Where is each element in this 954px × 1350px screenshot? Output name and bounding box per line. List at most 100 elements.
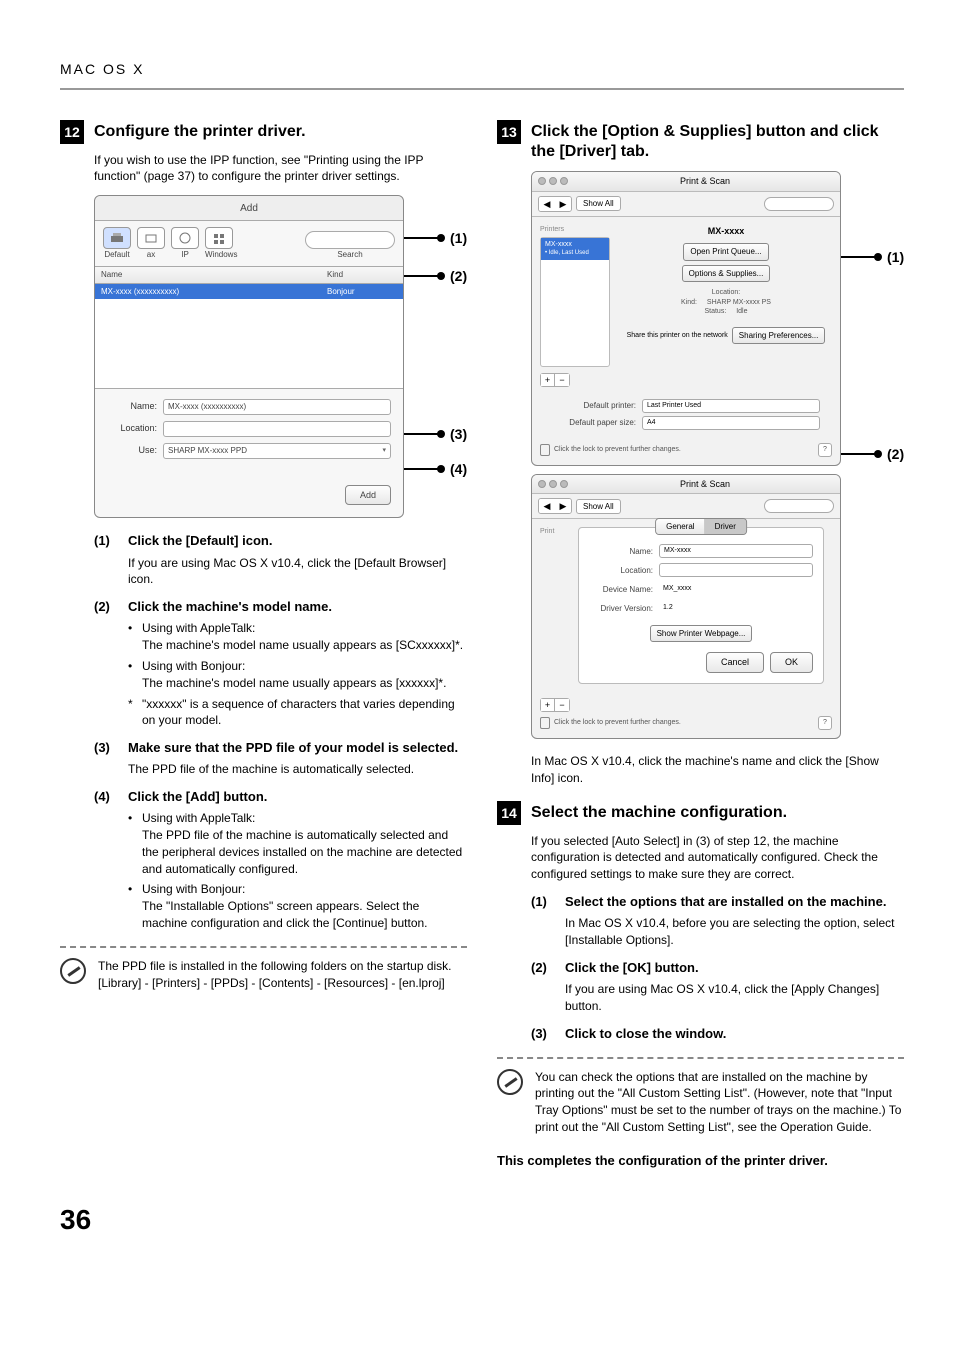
fig1-title: Add xyxy=(95,196,403,221)
sheet-val-driver: 1.2 xyxy=(659,601,813,615)
lbl-location: Location: xyxy=(107,422,163,435)
show-all-button-2[interactable]: Show All xyxy=(576,499,621,514)
printer-list-row[interactable]: MX-xxxx (xxxxxxxxxx) Bonjour xyxy=(95,284,403,299)
def-paper-select[interactable]: A4 xyxy=(642,416,820,430)
win-title-1: Print & Scan xyxy=(576,175,834,188)
sheet-val-location[interactable] xyxy=(659,563,813,577)
plus-minus-buttons-2[interactable]: +− xyxy=(540,698,570,712)
sub3-num: (3) xyxy=(94,739,120,757)
note-text-left: The PPD file is installed in the followi… xyxy=(98,958,452,992)
lbl-use: Use: xyxy=(107,444,163,457)
window-controls-icon xyxy=(538,177,568,185)
callout-1: (1) xyxy=(450,229,467,249)
val-name[interactable]: MX-xxxx (xxxxxxxxxx) xyxy=(163,399,391,415)
figure-add-printer: Add Default xyxy=(94,195,467,518)
sub3-title: Make sure that the PPD file of your mode… xyxy=(128,739,458,757)
sharing-prefs-button[interactable]: Sharing Preferences... xyxy=(732,327,826,344)
help-button[interactable]: ? xyxy=(818,443,832,457)
pencil-icon xyxy=(60,958,86,984)
sub2-b2-head: Using with Bonjour: xyxy=(142,659,245,673)
sub2-foot: "xxxxxx" is a sequence of characters tha… xyxy=(142,696,467,730)
figure-print-scan: Print & Scan ◀▶ Show All Printers xyxy=(531,171,904,739)
cancel-button[interactable]: Cancel xyxy=(706,652,764,673)
share-text: Share this printer on the network xyxy=(627,331,728,341)
pref-search-input-2[interactable] xyxy=(764,499,834,513)
callout-3: (3) xyxy=(450,425,467,445)
tab-general[interactable]: General xyxy=(656,519,704,534)
callout-r2: (2) xyxy=(887,445,904,465)
row-kind: Bonjour xyxy=(327,286,397,297)
callout-r1: (1) xyxy=(887,248,904,268)
open-queue-button[interactable]: Open Print Queue... xyxy=(683,243,768,260)
page-header: MAC OS X xyxy=(60,60,904,90)
sub1-title: Click the [Default] icon. xyxy=(128,532,272,550)
row-name: MX-xxxx (xxxxxxxxxx) xyxy=(101,286,327,297)
search-input[interactable] xyxy=(305,231,395,249)
sub1-num: (1) xyxy=(94,532,120,550)
nav-buttons-2[interactable]: ◀▶ xyxy=(538,498,572,514)
nav-buttons[interactable]: ◀▶ xyxy=(538,196,572,212)
def-printer-select[interactable]: Last Printer Used xyxy=(642,399,820,413)
s14-sub2-num: (2) xyxy=(531,959,557,977)
col-name: Name xyxy=(101,269,327,280)
ip-icon[interactable] xyxy=(171,227,199,249)
sheet-lbl-name: Name: xyxy=(589,546,659,557)
plus-minus-buttons[interactable]: +− xyxy=(540,373,570,387)
fax-icon[interactable] xyxy=(137,227,165,249)
printer-name-title: MX-xxxx xyxy=(620,225,832,238)
sub4-b1-body: The PPD file of the machine is automatic… xyxy=(142,828,462,876)
step-title-13: Click the [Option & Supplies] button and… xyxy=(531,120,904,164)
note-text-right: You can check the options that are insta… xyxy=(535,1069,904,1136)
lock-text-2: Click the lock to prevent further change… xyxy=(554,718,681,728)
tb-fax-label: ax xyxy=(137,249,165,260)
sheet-lbl-driver: Driver Version: xyxy=(589,603,659,614)
step-title-14: Select the machine configuration. xyxy=(531,801,787,824)
sub4-title: Click the [Add] button. xyxy=(128,788,267,806)
lock-icon[interactable] xyxy=(540,444,550,456)
tb-search-label: Search xyxy=(305,249,395,260)
pref-search-input[interactable] xyxy=(764,197,834,211)
completion-text: This completes the configuration of the … xyxy=(497,1152,904,1170)
show-webpage-button[interactable]: Show Printer Webpage... xyxy=(650,625,753,642)
sidebar-printer-name: MX-xxxx xyxy=(545,240,605,250)
s14-sub3-title: Click to close the window. xyxy=(565,1025,726,1043)
win-title-2: Print & Scan xyxy=(576,478,834,491)
sheet-lbl-device: Device Name: xyxy=(589,584,659,595)
sheet-lbl-location: Location: xyxy=(589,565,659,576)
windows-icon[interactable] xyxy=(205,227,233,249)
step-number-14: 14 xyxy=(497,801,521,825)
val-use[interactable]: SHARP MX-xxxx PPD▾ xyxy=(163,443,391,459)
s14-sub3-num: (3) xyxy=(531,1025,557,1043)
dashed-separator-right xyxy=(497,1057,904,1059)
step-title-12: Configure the printer driver. xyxy=(94,120,306,143)
dashed-separator xyxy=(60,946,467,948)
sheet-val-device: MX_xxxx xyxy=(659,582,813,596)
def-printer-lbl: Default printer: xyxy=(552,400,642,411)
show-all-button[interactable]: Show All xyxy=(576,196,621,211)
tb-windows-label: Windows xyxy=(205,249,237,260)
printer-sidebar[interactable]: MX-xxxx • Idle, Last Used xyxy=(540,237,610,367)
sidebar-head: Printers xyxy=(540,225,610,235)
step13-after: In Mac OS X v10.4, click the machine's n… xyxy=(531,753,904,787)
window-controls-icon xyxy=(538,480,568,488)
sheet-val-name[interactable]: MX-xxxx xyxy=(659,544,813,558)
sub1-body: If you are using Mac OS X v10.4, click t… xyxy=(94,555,467,589)
step12-intro: If you wish to use the IPP function, see… xyxy=(94,152,467,186)
info-location-lbl: Location: xyxy=(712,288,740,298)
tb-ip-label: IP xyxy=(171,249,199,260)
options-supplies-button[interactable]: Options & Supplies... xyxy=(682,265,771,282)
step-number-12: 12 xyxy=(60,120,84,144)
pencil-icon xyxy=(497,1069,523,1095)
info-status-val: Idle xyxy=(736,307,747,317)
ok-button[interactable]: OK xyxy=(770,652,813,673)
help-button-2[interactable]: ? xyxy=(818,716,832,730)
add-button[interactable]: Add xyxy=(345,485,391,506)
sub3-body: The PPD file of the machine is automatic… xyxy=(94,761,467,778)
info-kind-lbl: Kind: xyxy=(681,298,697,308)
lock-icon[interactable] xyxy=(540,717,550,729)
val-location[interactable] xyxy=(163,421,391,437)
default-icon[interactable] xyxy=(103,227,131,249)
tab-driver[interactable]: Driver xyxy=(705,519,746,534)
s14-sub1-title: Select the options that are installed on… xyxy=(565,893,886,911)
lock-text-1: Click the lock to prevent further change… xyxy=(554,445,681,455)
